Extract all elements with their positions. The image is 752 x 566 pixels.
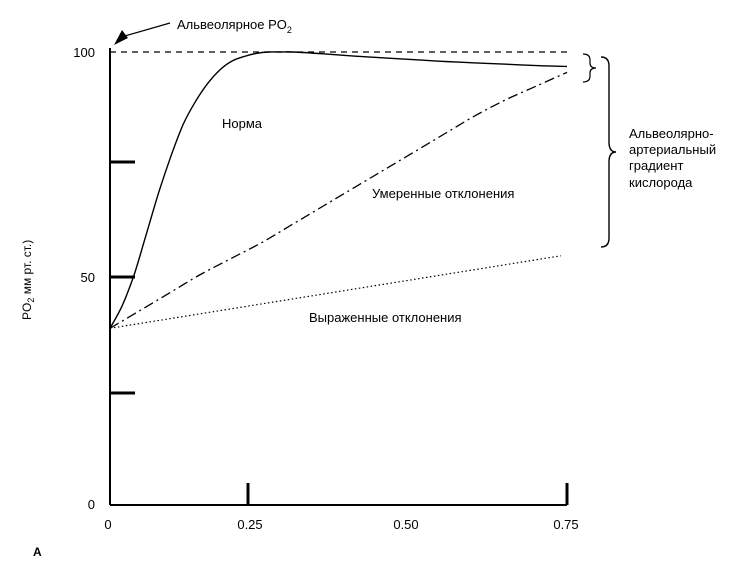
series-severe-line: [109, 255, 561, 329]
label-moderate: Умеренные отклонения: [372, 186, 514, 201]
x-tick-label-075: 0.75: [553, 517, 578, 532]
y-tick-label-100: 100: [73, 45, 95, 60]
axes: [109, 48, 569, 506]
x-tick-label-0: 0: [104, 517, 111, 532]
alveolar-po2-arrow: [114, 22, 171, 45]
panel-letter: A: [33, 545, 42, 559]
gradient-label-line-3: градиент: [629, 158, 683, 173]
y-tick-label-50: 50: [81, 270, 95, 285]
x-tick-label-050: 0.50: [393, 517, 418, 532]
alveolar-po2-label: Альвеолярное PO2: [177, 17, 292, 35]
y-tick-label-0: 0: [88, 497, 95, 512]
gradient-label-line-2: артериальный: [629, 142, 716, 157]
gradient-brace: [600, 56, 617, 248]
label-severe: Выраженные отклонения: [309, 310, 462, 325]
gradient-label: Альвеолярно- артериальный градиент кисло…: [629, 126, 720, 190]
series-normal-line: [109, 51, 568, 329]
label-normal: Норма: [222, 116, 263, 131]
small-brace: [582, 53, 597, 83]
gradient-label-line-1: Альвеолярно-: [629, 126, 714, 141]
gradient-label-line-4: кислорода: [629, 175, 693, 190]
y-axis-label: PO2 мм рт. ст.): [20, 240, 36, 320]
series-moderate-line: [109, 71, 568, 329]
x-tick-label-025: 0.25: [237, 517, 262, 532]
